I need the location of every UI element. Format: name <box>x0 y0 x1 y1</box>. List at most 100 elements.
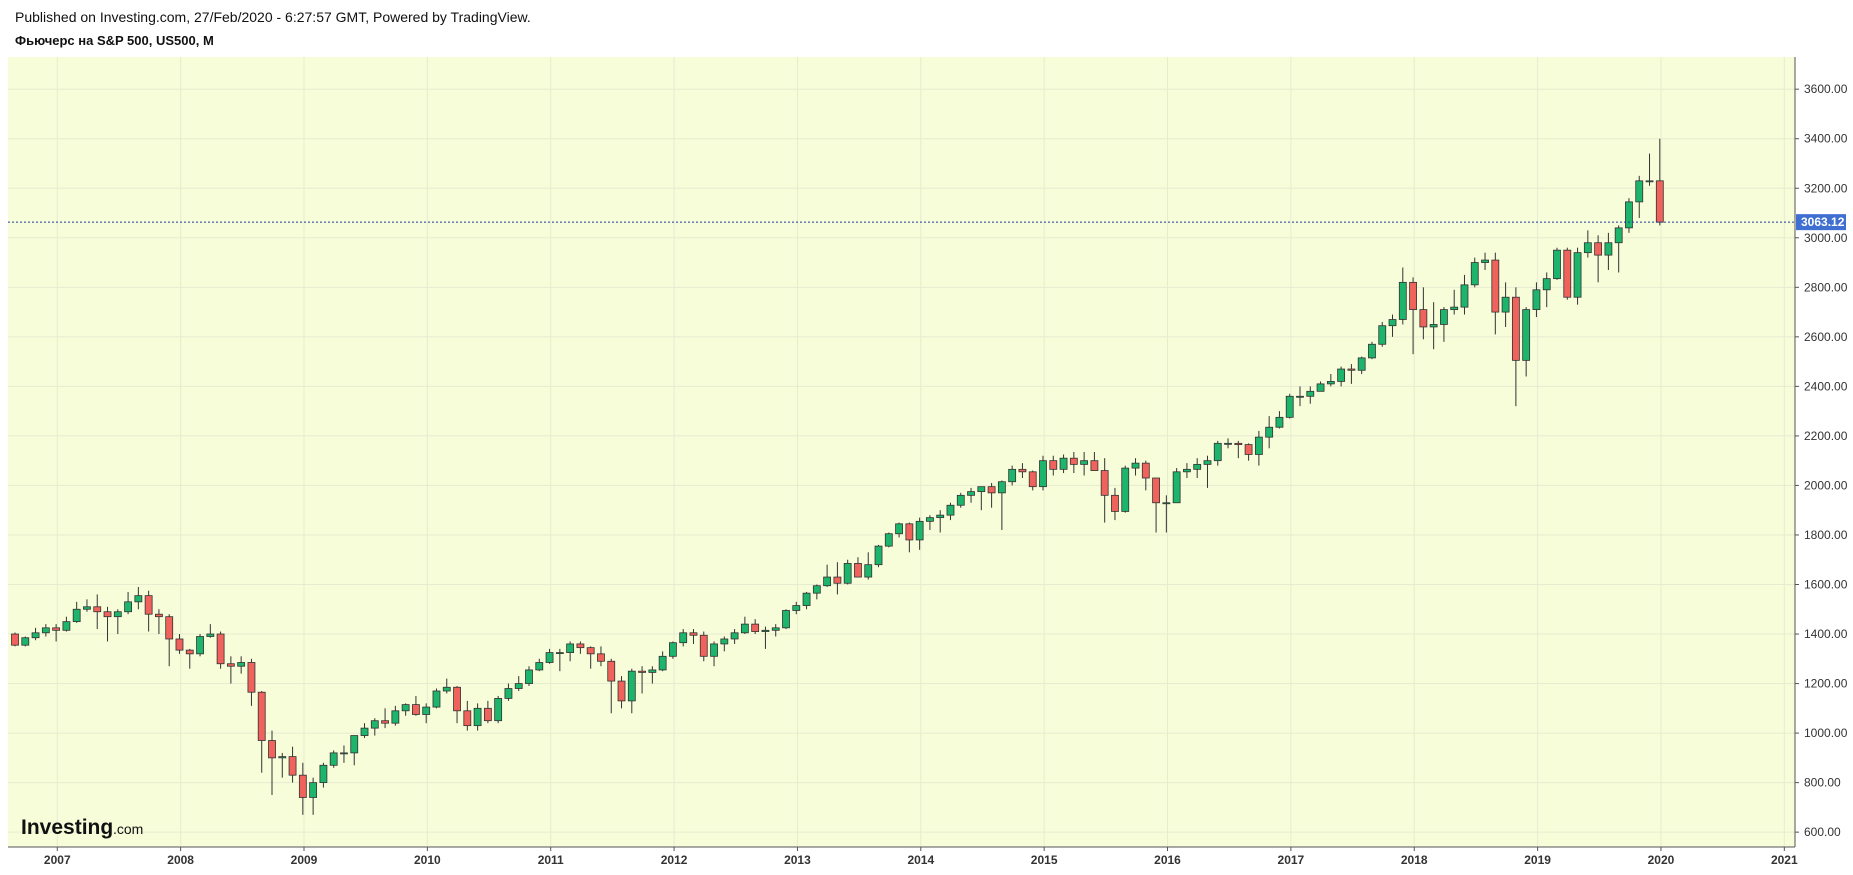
candle-up[interactable] <box>1450 289 1459 315</box>
candle-up[interactable] <box>442 678 451 694</box>
candle-up[interactable] <box>31 627 40 641</box>
candle-up[interactable] <box>1285 393 1294 419</box>
candle-up[interactable] <box>710 641 718 667</box>
candle-down[interactable] <box>144 590 153 632</box>
candle-up[interactable] <box>1645 153 1654 186</box>
candle-down[interactable] <box>52 624 61 642</box>
candle-up[interactable] <box>997 480 1006 531</box>
candle-up[interactable] <box>977 486 986 511</box>
candle-up[interactable] <box>1039 455 1047 491</box>
candle-up[interactable] <box>1553 247 1561 280</box>
candle-up[interactable] <box>237 656 246 674</box>
candle-up[interactable] <box>329 750 338 768</box>
candle-up[interactable] <box>1059 454 1068 474</box>
candle-down[interactable] <box>586 646 595 669</box>
candle-down[interactable] <box>268 730 276 795</box>
candle-up[interactable] <box>432 688 441 709</box>
candle-up[interactable] <box>83 599 91 612</box>
candle-down[interactable] <box>1563 247 1572 300</box>
candle-down[interactable] <box>155 609 163 635</box>
candle-up[interactable] <box>41 624 50 637</box>
candle-up[interactable] <box>1203 455 1212 488</box>
candle-down[interactable] <box>165 614 174 667</box>
candle-up[interactable] <box>1316 381 1325 392</box>
candle-up[interactable] <box>124 591 132 615</box>
candle-down[interactable] <box>463 700 472 731</box>
candle-up[interactable] <box>792 601 801 615</box>
candle-up[interactable] <box>1008 465 1017 486</box>
candle-up[interactable] <box>525 666 533 687</box>
candle-up[interactable] <box>1183 463 1191 479</box>
candle-up[interactable] <box>1131 458 1140 476</box>
candle-down[interactable] <box>1141 460 1150 491</box>
candle-down[interactable] <box>216 631 225 669</box>
candle-up[interactable] <box>812 584 821 600</box>
candle-up[interactable] <box>1501 282 1510 327</box>
candle-down[interactable] <box>1655 138 1664 226</box>
candle-up[interactable] <box>915 517 924 550</box>
candle-up[interactable] <box>1306 386 1315 404</box>
candle-down[interactable] <box>854 557 862 578</box>
candle-up[interactable] <box>504 683 513 701</box>
candle-down[interactable] <box>638 666 646 694</box>
candle-up[interactable] <box>967 487 975 503</box>
candle-down[interactable] <box>103 606 112 642</box>
candle-up[interactable] <box>545 648 554 664</box>
candle-up[interactable] <box>1121 465 1130 513</box>
candle-up[interactable] <box>1378 321 1387 347</box>
candle-up[interactable] <box>535 658 544 672</box>
candle-down[interactable] <box>483 700 492 724</box>
candle-up[interactable] <box>473 703 482 731</box>
candle-down[interactable] <box>1100 458 1109 523</box>
candle-down[interactable] <box>1347 364 1356 384</box>
candle-down[interactable] <box>1018 463 1027 479</box>
time-axis[interactable]: 2007 2008 2009 2010 2011 2012 2013 2014 2015 2016… <box>44 847 1798 867</box>
candle-up[interactable] <box>627 668 636 714</box>
candle-down[interactable] <box>1069 452 1078 474</box>
candle-up[interactable] <box>391 705 400 726</box>
candle-up[interactable] <box>1254 430 1263 466</box>
candle-up[interactable] <box>1542 272 1551 308</box>
candle-up[interactable] <box>340 745 348 763</box>
candle-up[interactable] <box>874 544 883 568</box>
candle-up[interactable] <box>370 718 379 736</box>
candle-up[interactable] <box>309 777 318 815</box>
candle-down[interactable] <box>298 762 307 815</box>
candle-up[interactable] <box>926 515 934 531</box>
candle-up[interactable] <box>21 636 30 647</box>
candle-down[interactable] <box>288 746 297 783</box>
candle-down[interactable] <box>381 708 389 729</box>
candle-down[interactable] <box>11 632 19 647</box>
candle-down[interactable] <box>175 634 184 654</box>
candle-up[interactable] <box>1522 307 1531 377</box>
candle-up[interactable] <box>1470 257 1479 288</box>
candle-up[interactable] <box>62 616 71 632</box>
candle-up[interactable] <box>936 510 945 533</box>
candle-up[interactable] <box>196 634 204 657</box>
candle-up[interactable] <box>740 616 749 635</box>
candle-up[interactable] <box>658 651 667 672</box>
candle-down[interactable] <box>1409 277 1417 355</box>
candle-up[interactable] <box>1265 416 1274 449</box>
candle-down[interactable] <box>1511 287 1520 407</box>
candle-up[interactable] <box>401 703 410 716</box>
candle-down[interactable] <box>597 646 605 667</box>
candle-down[interactable] <box>689 629 698 644</box>
candle-up[interactable] <box>360 723 369 739</box>
candle-up[interactable] <box>884 532 893 548</box>
candle-up[interactable] <box>278 752 287 778</box>
candle-down[interactable] <box>257 690 266 773</box>
candle-up[interactable] <box>206 624 215 638</box>
candle-up[interactable] <box>1162 495 1171 533</box>
candle-up[interactable] <box>864 552 873 580</box>
candle-down[interactable] <box>1594 235 1603 283</box>
candle-up[interactable] <box>514 676 523 691</box>
candle-down[interactable] <box>1244 443 1253 461</box>
candle-up[interactable] <box>669 641 677 659</box>
candle-up[interactable] <box>1532 282 1541 318</box>
candle-up[interactable] <box>72 601 81 623</box>
candle-up[interactable] <box>1326 373 1335 387</box>
candle-up[interactable] <box>720 636 729 652</box>
candle-down[interactable] <box>226 656 235 684</box>
